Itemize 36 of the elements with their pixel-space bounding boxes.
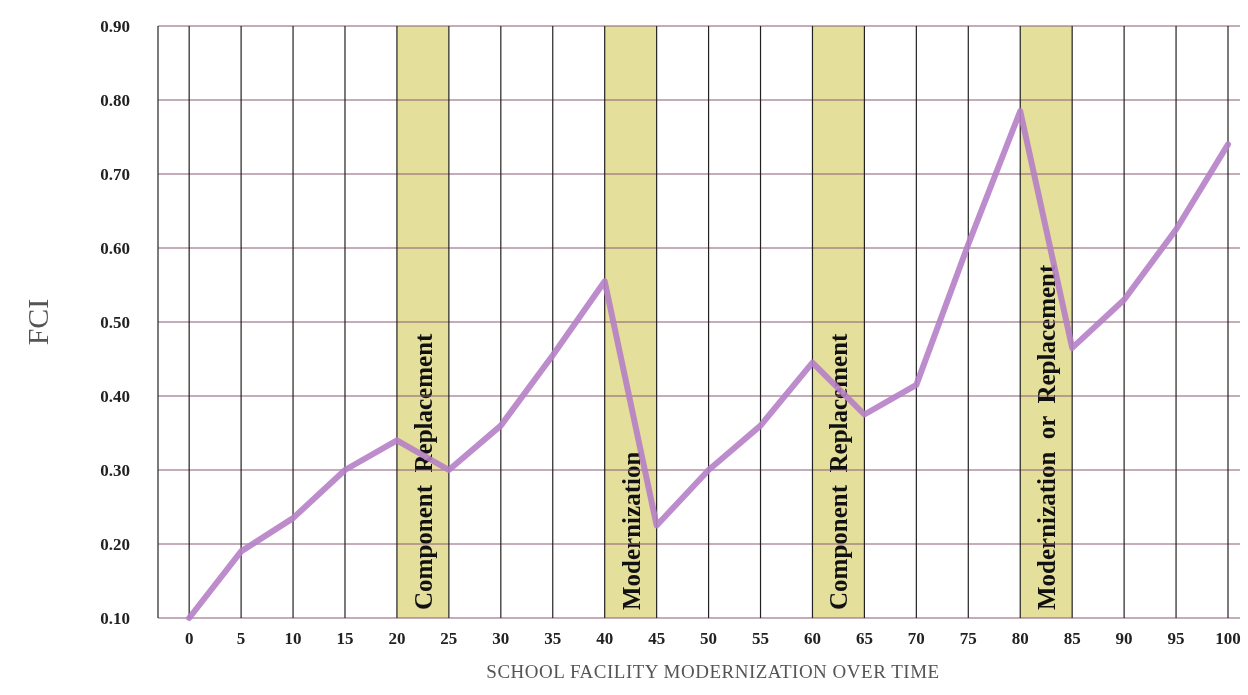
x-tick-label: 10: [284, 629, 302, 648]
x-tick-label: 50: [700, 629, 718, 648]
y-tick-label: 0.80: [100, 90, 130, 110]
x-tick-label: 40: [596, 629, 614, 648]
x-tick-label: 0: [184, 629, 194, 648]
y-tick-label: 0.30: [100, 460, 130, 480]
y-axis-title: FCI: [21, 298, 54, 346]
band-label: Component Replacement: [825, 332, 853, 610]
x-tick-label: 60: [803, 629, 821, 648]
y-tick-label: 0.20: [100, 534, 130, 554]
x-tick-label: 30: [492, 629, 510, 648]
y-tick-label: 0.60: [100, 238, 130, 258]
band-label: Modernization: [617, 451, 645, 610]
band-label: Component Replacement: [409, 332, 437, 610]
x-tick-label: 90: [1115, 629, 1133, 648]
x-tick-label: 15: [336, 629, 354, 648]
x-tick-label: 65: [855, 629, 873, 648]
x-tick-label: 75: [959, 629, 977, 648]
x-tick-label: 85: [1063, 629, 1081, 648]
y-tick-label: 0.50: [100, 312, 130, 332]
y-tick-label: 0.10: [100, 608, 130, 628]
x-tick-label: 5: [236, 629, 246, 648]
x-axis-title: SCHOOL FACILITY MODERNIZATION OVER TIME: [486, 661, 940, 682]
x-tick-label: 55: [752, 629, 770, 648]
x-tick-label: 95: [1167, 629, 1185, 648]
y-tick-label: 0.90: [100, 16, 130, 36]
x-tick-label: 70: [907, 629, 925, 648]
x-tick-label: 80: [1011, 629, 1029, 648]
y-tick-label: 0.40: [100, 386, 130, 406]
y-tick-label: 0.70: [100, 164, 130, 184]
x-tick-label: 20: [388, 629, 406, 648]
x-tick-label: 25: [440, 629, 458, 648]
x-tick-label: 45: [648, 629, 666, 648]
x-tick-label: 100: [1215, 629, 1241, 648]
band-label: Modernization or Replacement: [1033, 264, 1061, 610]
x-tick-label: 35: [544, 629, 562, 648]
